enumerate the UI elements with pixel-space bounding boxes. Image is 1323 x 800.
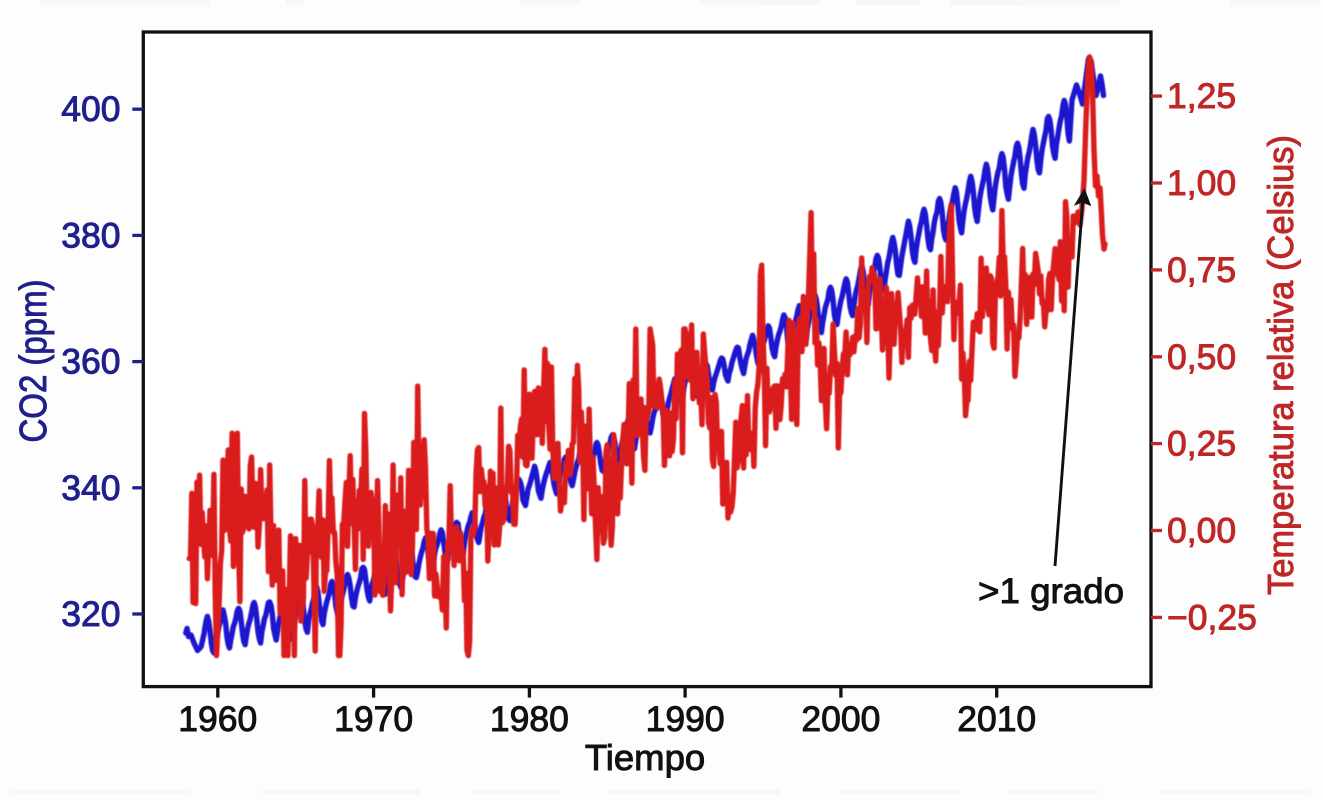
svg-text:2010: 2010	[957, 699, 1036, 739]
svg-text:1990: 1990	[646, 699, 725, 739]
svg-text:320: 320	[61, 594, 120, 634]
svg-text:2000: 2000	[801, 699, 880, 739]
svg-text:1,25: 1,25	[1167, 76, 1236, 116]
svg-text:400: 400	[61, 89, 120, 129]
svg-text:1970: 1970	[334, 699, 413, 739]
svg-text:0,50: 0,50	[1167, 337, 1236, 377]
svg-text:0,75: 0,75	[1167, 250, 1236, 290]
svg-text:−0,25: −0,25	[1167, 597, 1257, 637]
svg-text:0,25: 0,25	[1167, 424, 1236, 464]
svg-text:>1 grado: >1 grado	[978, 571, 1124, 611]
svg-text:Temperatura relativa (Celsius): Temperatura relativa (Celsius)	[1260, 135, 1301, 595]
svg-text:1,00: 1,00	[1167, 163, 1236, 203]
svg-text:380: 380	[61, 215, 120, 255]
svg-text:CO2 (ppm): CO2 (ppm)	[13, 280, 55, 443]
svg-text:340: 340	[61, 468, 120, 508]
svg-text:360: 360	[61, 342, 120, 382]
svg-text:0,00: 0,00	[1167, 511, 1236, 551]
svg-text:Tiempo: Tiempo	[585, 737, 705, 778]
svg-text:1960: 1960	[178, 699, 257, 739]
svg-text:1980: 1980	[490, 699, 569, 739]
